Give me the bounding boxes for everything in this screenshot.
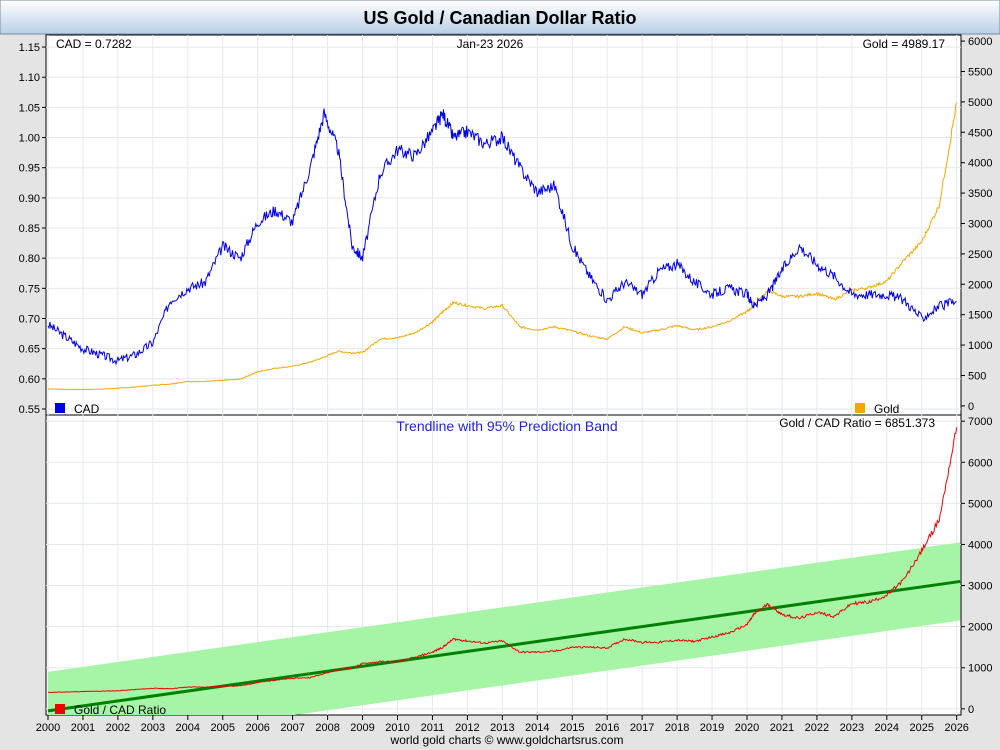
gold-axis-label: 2500 [968, 249, 992, 261]
legend-gold-swatch [855, 403, 865, 413]
cad-axis-label: 1.05 [19, 102, 40, 114]
gold-series-line [48, 102, 958, 391]
x-tick-label: 2025 [910, 722, 934, 734]
x-tick-label: 2022 [805, 722, 829, 734]
x-tick-label: 2003 [141, 722, 165, 734]
cad-series-line [47, 108, 957, 366]
x-tick-label: 2006 [245, 722, 269, 734]
cad-axis-label: 0.90 [19, 193, 40, 205]
x-tick-label: 2013 [490, 722, 514, 734]
x-tick-label: 2019 [700, 722, 724, 734]
bottom-series-layer [47, 427, 961, 713]
gold-axis-label: 3000 [968, 218, 992, 230]
x-tick-label: 2002 [106, 722, 130, 734]
x-tick-label: 2008 [315, 722, 339, 734]
ratio-axis-label: 0 [968, 704, 974, 716]
gold-axis-label: 4500 [968, 127, 992, 139]
cad-axis-label: 0.55 [19, 404, 40, 416]
x-tick-label: 2010 [385, 722, 409, 734]
top-series-layer [47, 102, 958, 391]
axis-ticks: 2000 2001 2002 2003 2004 2005 2006 2007 2008 2009… [19, 36, 993, 734]
ratio-axis-label: 7000 [968, 416, 992, 428]
x-tick-label: 2024 [875, 722, 899, 734]
cad-axis-label: 0.95 [19, 163, 40, 175]
gold-axis-label: 500 [968, 370, 986, 382]
gold-axis-label: 0 [968, 401, 974, 413]
x-tick-label: 2018 [665, 722, 689, 734]
ratio-axis-label: 5000 [968, 498, 992, 510]
legend-ratio-label: Gold / CAD Ratio [74, 703, 166, 717]
cad-axis-label: 0.65 [19, 344, 40, 356]
x-tick-label: 2016 [595, 722, 619, 734]
chart-title: US Gold / Canadian Dollar Ratio [363, 8, 636, 28]
x-tick-label: 2001 [71, 722, 95, 734]
cad-axis-label: 0.70 [19, 313, 40, 325]
ratio-axis-label: 1000 [968, 663, 992, 675]
title-bar [0, 0, 1000, 35]
x-tick-label: 2017 [630, 722, 654, 734]
x-tick-label: 2014 [525, 722, 549, 734]
x-tick-label: 2026 [944, 722, 968, 734]
x-tick-label: 2004 [176, 722, 200, 734]
x-tick-label: 2009 [350, 722, 374, 734]
ratio-axis-label: 6000 [968, 457, 992, 469]
cad-readout: CAD = 0.7282 [56, 37, 132, 51]
x-tick-label: 2007 [280, 722, 304, 734]
trendline [47, 579, 961, 713]
gold-axis-label: 6000 [968, 36, 992, 48]
ratio-series-line [47, 427, 958, 693]
x-tick-label: 2000 [36, 722, 60, 734]
cad-axis-label: 0.80 [19, 253, 40, 265]
band-caption: Trendline with 95% Prediction Band [396, 418, 617, 434]
x-tick-label: 2012 [455, 722, 479, 734]
x-tick-label: 2005 [211, 722, 235, 734]
x-tick-label: 2020 [735, 722, 759, 734]
cad-axis-label: 0.85 [19, 223, 40, 235]
prediction-band [48, 542, 961, 715]
cad-axis-label: 1.10 [19, 72, 40, 84]
x-tick-label: 2011 [421, 722, 445, 734]
gold-axis-label: 3500 [968, 188, 992, 200]
cad-axis-label: 1.15 [19, 42, 40, 54]
top-panel [45, 34, 962, 416]
x-tick-label: 2015 [560, 722, 584, 734]
legend-gold-label: Gold [874, 402, 899, 416]
gold-axis-label: 1500 [968, 310, 992, 322]
footer-credit: world gold charts © www.goldchartsrus.co… [390, 733, 624, 747]
ratio-axis-label: 3000 [968, 581, 992, 593]
ratio-readout: Gold / CAD Ratio = 6851.373 [779, 416, 935, 430]
cad-axis-label: 1.00 [19, 133, 40, 145]
x-tick-label: 2023 [840, 722, 864, 734]
gold-axis-label: 2000 [968, 279, 992, 291]
gold-axis-label: 1000 [968, 340, 992, 352]
gold-readout: Gold = 4989.17 [863, 37, 946, 51]
prediction-band-layer [48, 542, 961, 715]
gold-axis-label: 5000 [968, 97, 992, 109]
ratio-axis-label: 4000 [968, 539, 992, 551]
gold-axis-label: 4000 [968, 158, 992, 170]
legend-cad-label: CAD [74, 402, 100, 416]
x-tick-label: 2021 [770, 722, 794, 734]
legend-cad-swatch [55, 403, 65, 413]
gold-axis-label: 5500 [968, 66, 992, 78]
cad-axis-label: 0.60 [19, 374, 40, 386]
ratio-axis-label: 2000 [968, 622, 992, 634]
legend-ratio-swatch [55, 704, 65, 714]
cad-axis-label: 0.75 [19, 283, 40, 295]
chart-date: Jan-23 2026 [457, 37, 524, 51]
